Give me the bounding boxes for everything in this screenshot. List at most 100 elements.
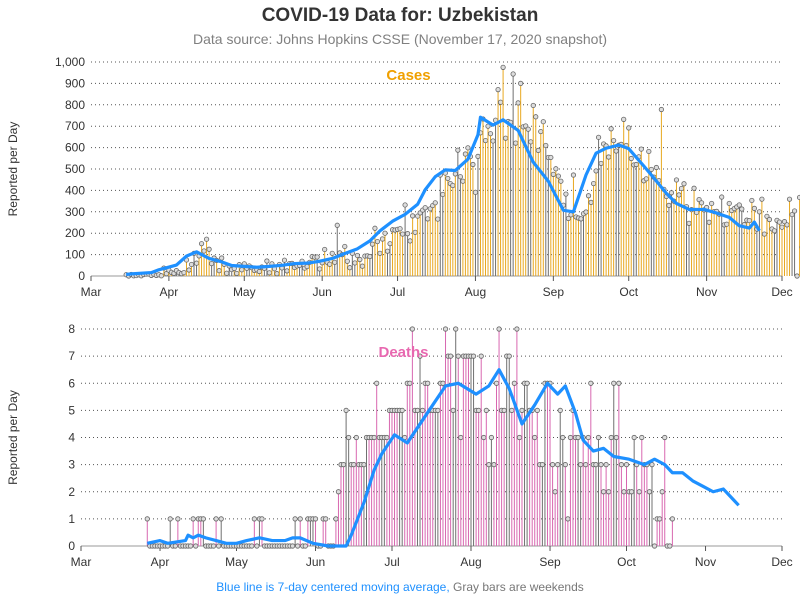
deaths-point — [297, 516, 303, 522]
cases-point — [525, 126, 531, 132]
cases-point — [691, 185, 697, 191]
cases-point — [264, 258, 270, 264]
deaths-point — [384, 434, 390, 441]
cases-panel-label: Cases — [386, 67, 430, 84]
cases-ytick-label: 700 — [65, 119, 85, 133]
cases-point — [502, 135, 509, 141]
cases-point — [535, 147, 541, 153]
deaths-point — [662, 434, 668, 441]
cases-point — [709, 200, 715, 207]
deaths-point — [506, 353, 512, 359]
cases-point — [784, 222, 790, 228]
deaths-point — [549, 462, 556, 468]
cases-point — [497, 99, 504, 105]
deaths-point — [629, 489, 635, 495]
deaths-point — [669, 516, 675, 522]
deaths-point — [659, 489, 665, 495]
deaths-point — [302, 543, 308, 549]
deaths-point — [649, 462, 655, 468]
cases-point — [344, 258, 350, 264]
deaths-point — [516, 434, 523, 441]
deaths-point — [514, 326, 520, 332]
cases-xtick-label: May — [233, 285, 256, 299]
deaths-ytick-label: 3 — [68, 458, 75, 472]
cases-point — [749, 197, 755, 204]
cases-point — [706, 219, 712, 225]
deaths-point — [560, 434, 566, 441]
deaths-ytick-label: 1 — [68, 512, 75, 526]
cases-point — [405, 231, 411, 237]
cases-xtick-label: Dec — [771, 285, 792, 299]
cases-point — [374, 238, 381, 245]
cases-point — [402, 202, 408, 208]
deaths-point — [600, 489, 607, 495]
cases-ytick-label: 1,000 — [55, 55, 85, 69]
deaths-point — [583, 462, 589, 468]
cases-point — [633, 161, 639, 168]
deaths-point — [519, 407, 525, 413]
cases-point — [548, 154, 554, 161]
deaths-point — [343, 407, 349, 413]
cases-point — [359, 263, 365, 269]
cases-point — [686, 220, 692, 226]
deaths-xtick-label: Oct — [617, 555, 636, 569]
cases-ylabel: Reported per Day — [6, 122, 20, 217]
cases-point — [724, 221, 730, 227]
deaths-point — [200, 516, 206, 522]
deaths-point — [361, 462, 367, 468]
cases-point — [776, 219, 783, 225]
cases-point — [638, 146, 644, 152]
cases-point — [281, 257, 288, 263]
cases-point — [621, 116, 627, 122]
cases-point — [432, 200, 438, 206]
deaths-point — [351, 462, 357, 468]
cases-point — [347, 265, 353, 271]
deaths-point — [414, 407, 421, 413]
deaths-ytick-label: 2 — [68, 485, 75, 499]
cases-point — [379, 236, 386, 242]
deaths-point — [532, 434, 538, 441]
deaths-ytick-label: 6 — [68, 376, 75, 390]
cases-point — [422, 205, 428, 211]
deaths-point — [335, 489, 342, 495]
cases-point — [334, 222, 340, 228]
deaths-point — [425, 380, 431, 386]
cases-point — [209, 260, 215, 267]
deaths-point — [216, 543, 222, 549]
cases-point — [342, 243, 348, 250]
cases-point — [482, 137, 489, 144]
deaths-point — [340, 462, 347, 468]
deaths-moving-average-line — [146, 368, 740, 548]
cases-point — [756, 209, 762, 215]
deaths-point — [616, 380, 622, 386]
deaths-point — [193, 543, 199, 549]
cases-point — [678, 185, 685, 192]
chart-title: COVID-19 Data for: Uzbekistan — [261, 5, 539, 26]
cases-point — [357, 256, 363, 263]
deaths-point — [657, 516, 663, 522]
deaths-panel-label: Deaths — [378, 344, 428, 361]
deaths-point — [470, 353, 477, 359]
deaths-point — [374, 380, 380, 386]
cases-xtick-label: Sep — [543, 285, 565, 299]
deaths-point — [323, 516, 329, 522]
cases-point — [746, 217, 752, 224]
deaths-point — [639, 434, 645, 441]
cases-xtick-label: Nov — [696, 285, 717, 299]
deaths-ytick-label: 5 — [68, 403, 75, 417]
cases-point — [372, 225, 378, 231]
deaths-point — [603, 462, 609, 468]
cases-point — [681, 181, 687, 187]
cases-ytick-label: 100 — [65, 248, 85, 262]
cases-point — [643, 176, 649, 182]
cases-ytick-label: 200 — [65, 226, 85, 240]
cases-point — [256, 268, 262, 275]
deaths-xtick-label: Aug — [460, 555, 481, 569]
cases-point — [369, 241, 376, 247]
cases-point — [322, 246, 328, 253]
deaths-point — [578, 462, 584, 468]
cases-point — [736, 202, 742, 208]
cases-point — [274, 271, 280, 277]
deaths-point — [172, 543, 178, 549]
cases-point — [553, 166, 559, 172]
